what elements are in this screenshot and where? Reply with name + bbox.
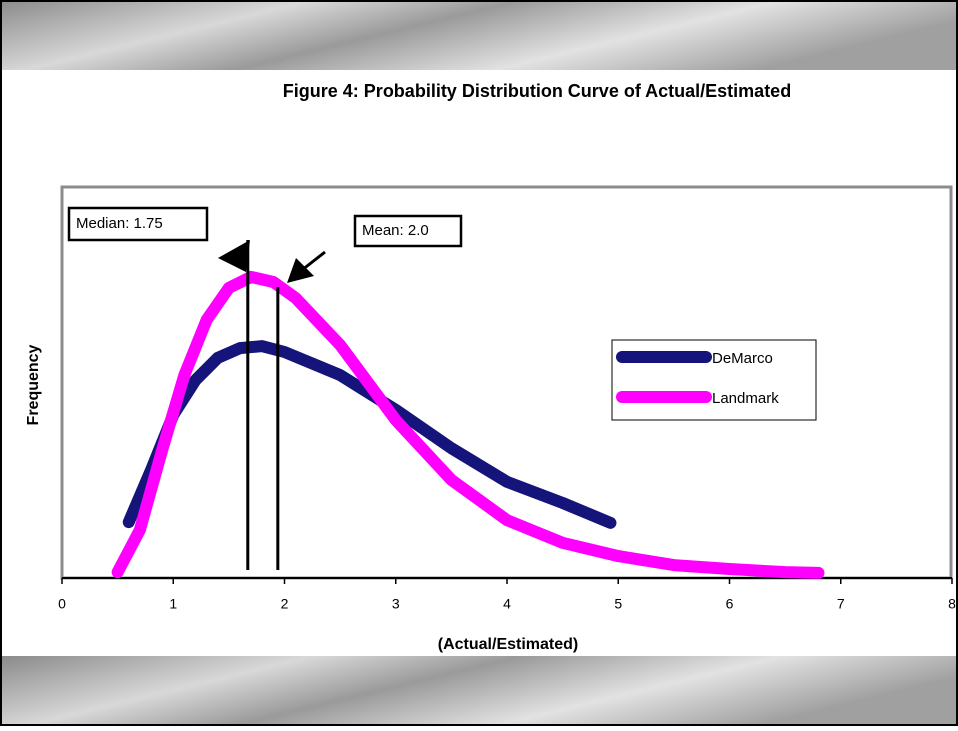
x-tick-label: 2 — [281, 596, 289, 612]
chart-title: Figure 4: Probability Distribution Curve… — [283, 81, 791, 101]
annotation-label: Mean: 2.0 — [362, 222, 429, 239]
x-tick-label: 5 — [614, 596, 622, 612]
x-axis-label: (Actual/Estimated) — [438, 636, 578, 653]
x-tick-label: 6 — [726, 596, 734, 612]
x-tick-label: 1 — [169, 596, 177, 612]
x-tick-label: 4 — [503, 596, 511, 612]
top-band — [0, 0, 958, 70]
x-tick-label: 8 — [948, 596, 956, 612]
y-axis-label: Frequency — [25, 344, 42, 425]
legend-label: DeMarco — [712, 350, 773, 367]
slide: Figure 4: Probability Distribution Curve… — [0, 0, 958, 726]
x-tick-label: 3 — [392, 596, 400, 612]
bottom-band — [0, 656, 958, 726]
x-tick-label: 7 — [837, 596, 845, 612]
x-tick-label: 0 — [58, 596, 66, 612]
annotation-label: Median: 1.75 — [76, 215, 163, 232]
legend-label: Landmark — [712, 390, 779, 407]
